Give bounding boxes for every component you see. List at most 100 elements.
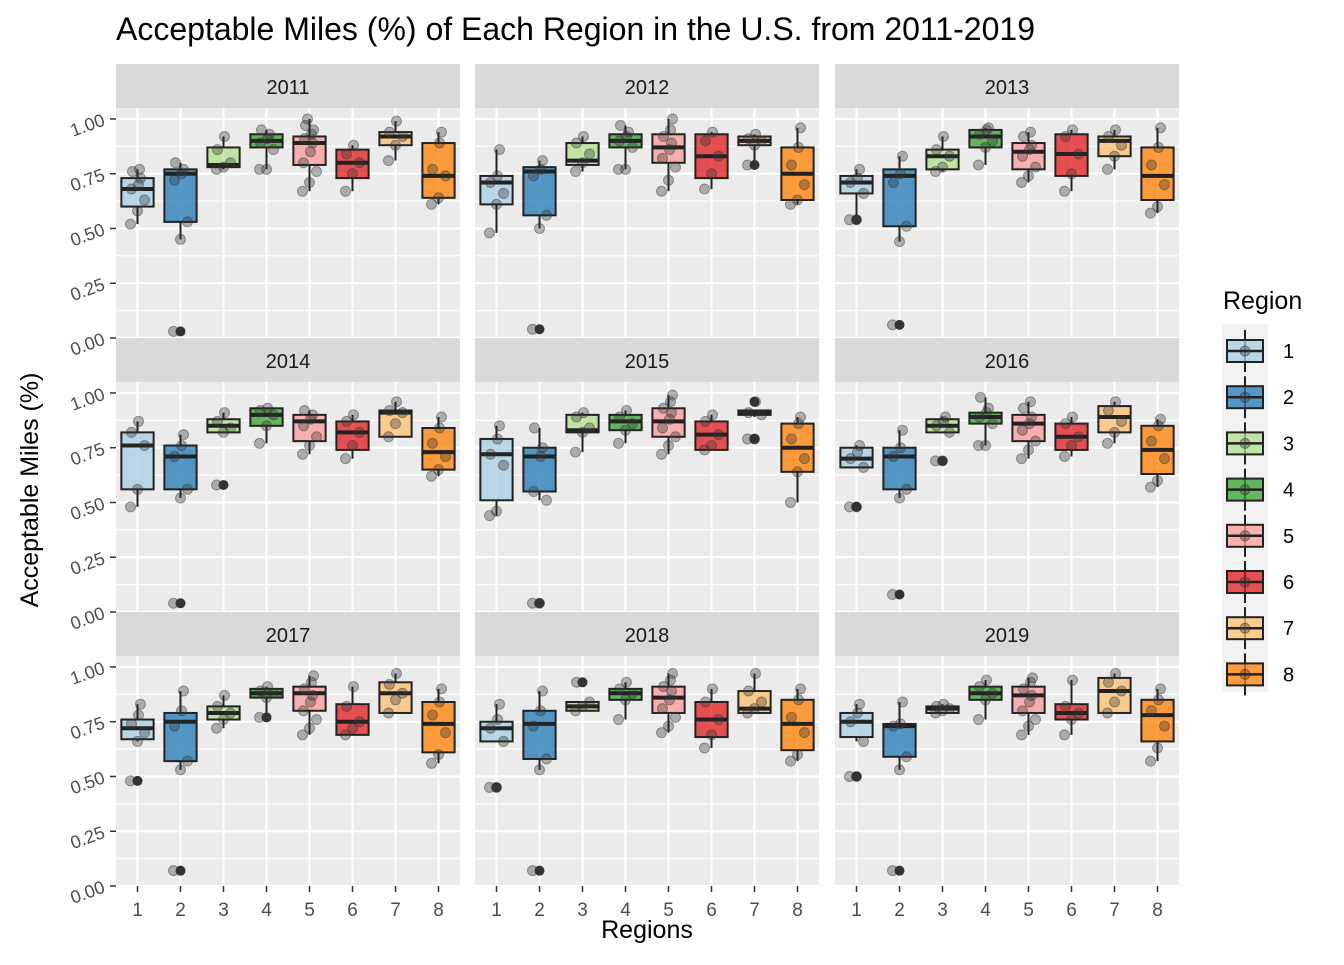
- jitter-point: [1073, 431, 1084, 443]
- jitter-point: [541, 209, 552, 221]
- jitter-point: [987, 135, 998, 147]
- jitter-point: [178, 685, 189, 697]
- jitter-point: [484, 227, 495, 239]
- box-region-6: [694, 683, 729, 754]
- jitter-point: [845, 716, 856, 728]
- jitter-point: [578, 407, 589, 419]
- jitter-point: [749, 139, 760, 151]
- jitter-point: [139, 440, 150, 452]
- jitter-point: [298, 157, 309, 169]
- jitter-point: [888, 450, 899, 462]
- jitter-point: [384, 678, 395, 690]
- jitter-point: [980, 440, 991, 452]
- jitter-point: [1025, 396, 1036, 408]
- box-iqr: [378, 681, 413, 714]
- jitter-point: [981, 124, 992, 136]
- box-region-4: [968, 674, 1003, 726]
- outlier-point: [534, 324, 545, 335]
- box-iqr: [249, 407, 284, 427]
- jitter-point: [426, 198, 437, 210]
- facet-panel-2019: 2019 1 2 3 4 5 6 7 8: [835, 612, 1179, 921]
- jitter-point: [620, 424, 631, 436]
- jitter-point: [614, 683, 625, 695]
- jitter-point: [299, 133, 310, 145]
- box-region-2: [522, 155, 557, 335]
- box-region-6: [1054, 411, 1089, 462]
- jitter-point: [665, 674, 676, 686]
- box-region-6: [1054, 124, 1089, 197]
- legend: Region 1 2 3 4 5 6 7 8: [1222, 287, 1302, 696]
- box-region-7: [378, 396, 413, 443]
- box-region-4: [968, 122, 1003, 171]
- jitter-point: [1155, 683, 1166, 695]
- jitter-point: [298, 420, 309, 432]
- box-region-8: [780, 122, 815, 210]
- facet-strip-label: 2013: [985, 77, 1030, 99]
- legend-entry-label: 1: [1283, 341, 1294, 363]
- jitter-point: [354, 426, 365, 438]
- legend-entry-6: 6: [1226, 561, 1294, 603]
- legend-key-point: [1239, 391, 1251, 403]
- jitter-point: [383, 431, 394, 443]
- box-iqr: [1011, 142, 1046, 171]
- box-region-8: [421, 126, 456, 210]
- jitter-point: [973, 714, 984, 726]
- jitter-point: [623, 126, 634, 138]
- outlier-point: [851, 771, 862, 782]
- jitter-point: [397, 130, 408, 142]
- jitter-point: [225, 157, 236, 169]
- jitter-point: [433, 464, 444, 476]
- facet-strip: [835, 612, 1179, 656]
- box-region-1: [479, 420, 514, 522]
- jitter-point: [347, 440, 358, 452]
- jitter-point: [707, 683, 718, 695]
- box-region-1: [839, 440, 874, 513]
- box-region-5: [651, 668, 686, 739]
- box-region-4: [608, 120, 643, 175]
- jitter-point: [261, 163, 272, 175]
- jitter-point: [297, 185, 308, 197]
- jitter-point: [211, 479, 222, 491]
- jitter-point: [1059, 729, 1070, 741]
- jitter-point: [391, 396, 402, 408]
- box-iqr: [292, 685, 327, 712]
- box-region-7: [378, 668, 413, 719]
- jitter-point: [134, 163, 145, 175]
- box-iqr: [522, 709, 557, 760]
- box-iqr: [968, 128, 1003, 149]
- box-iqr: [651, 685, 686, 714]
- x-tick-label: 7: [390, 900, 401, 921]
- jitter-point: [570, 705, 581, 717]
- jitter-point: [584, 422, 595, 434]
- jitter-point: [658, 681, 669, 693]
- jitter-point: [973, 159, 984, 171]
- jitter-point: [799, 727, 810, 739]
- jitter-point: [1109, 150, 1120, 162]
- jitter-point: [851, 214, 862, 226]
- jitter-point: [1116, 415, 1127, 427]
- box-region-1: [479, 144, 514, 239]
- box-iqr: [421, 142, 456, 199]
- jitter-point: [786, 433, 797, 445]
- jitter-point: [225, 707, 236, 719]
- jitter-point: [255, 404, 266, 416]
- jitter-point: [888, 720, 899, 732]
- box-region-6: [694, 409, 729, 456]
- jitter-point: [1059, 185, 1070, 197]
- jitter-point: [699, 444, 710, 456]
- legend-entry-1: 1: [1226, 330, 1294, 372]
- jitter-point: [491, 505, 502, 517]
- box-region-8: [421, 411, 456, 482]
- jitter-point: [397, 407, 408, 419]
- jitter-point: [786, 159, 797, 171]
- jitter-point: [491, 781, 502, 793]
- jitter-point: [527, 597, 538, 609]
- jitter-point: [492, 433, 503, 445]
- jitter-point: [795, 683, 806, 695]
- jitter-point: [795, 122, 806, 134]
- jitter-point: [1026, 411, 1037, 423]
- jitter-point: [264, 128, 275, 140]
- jitter-point: [1109, 696, 1120, 708]
